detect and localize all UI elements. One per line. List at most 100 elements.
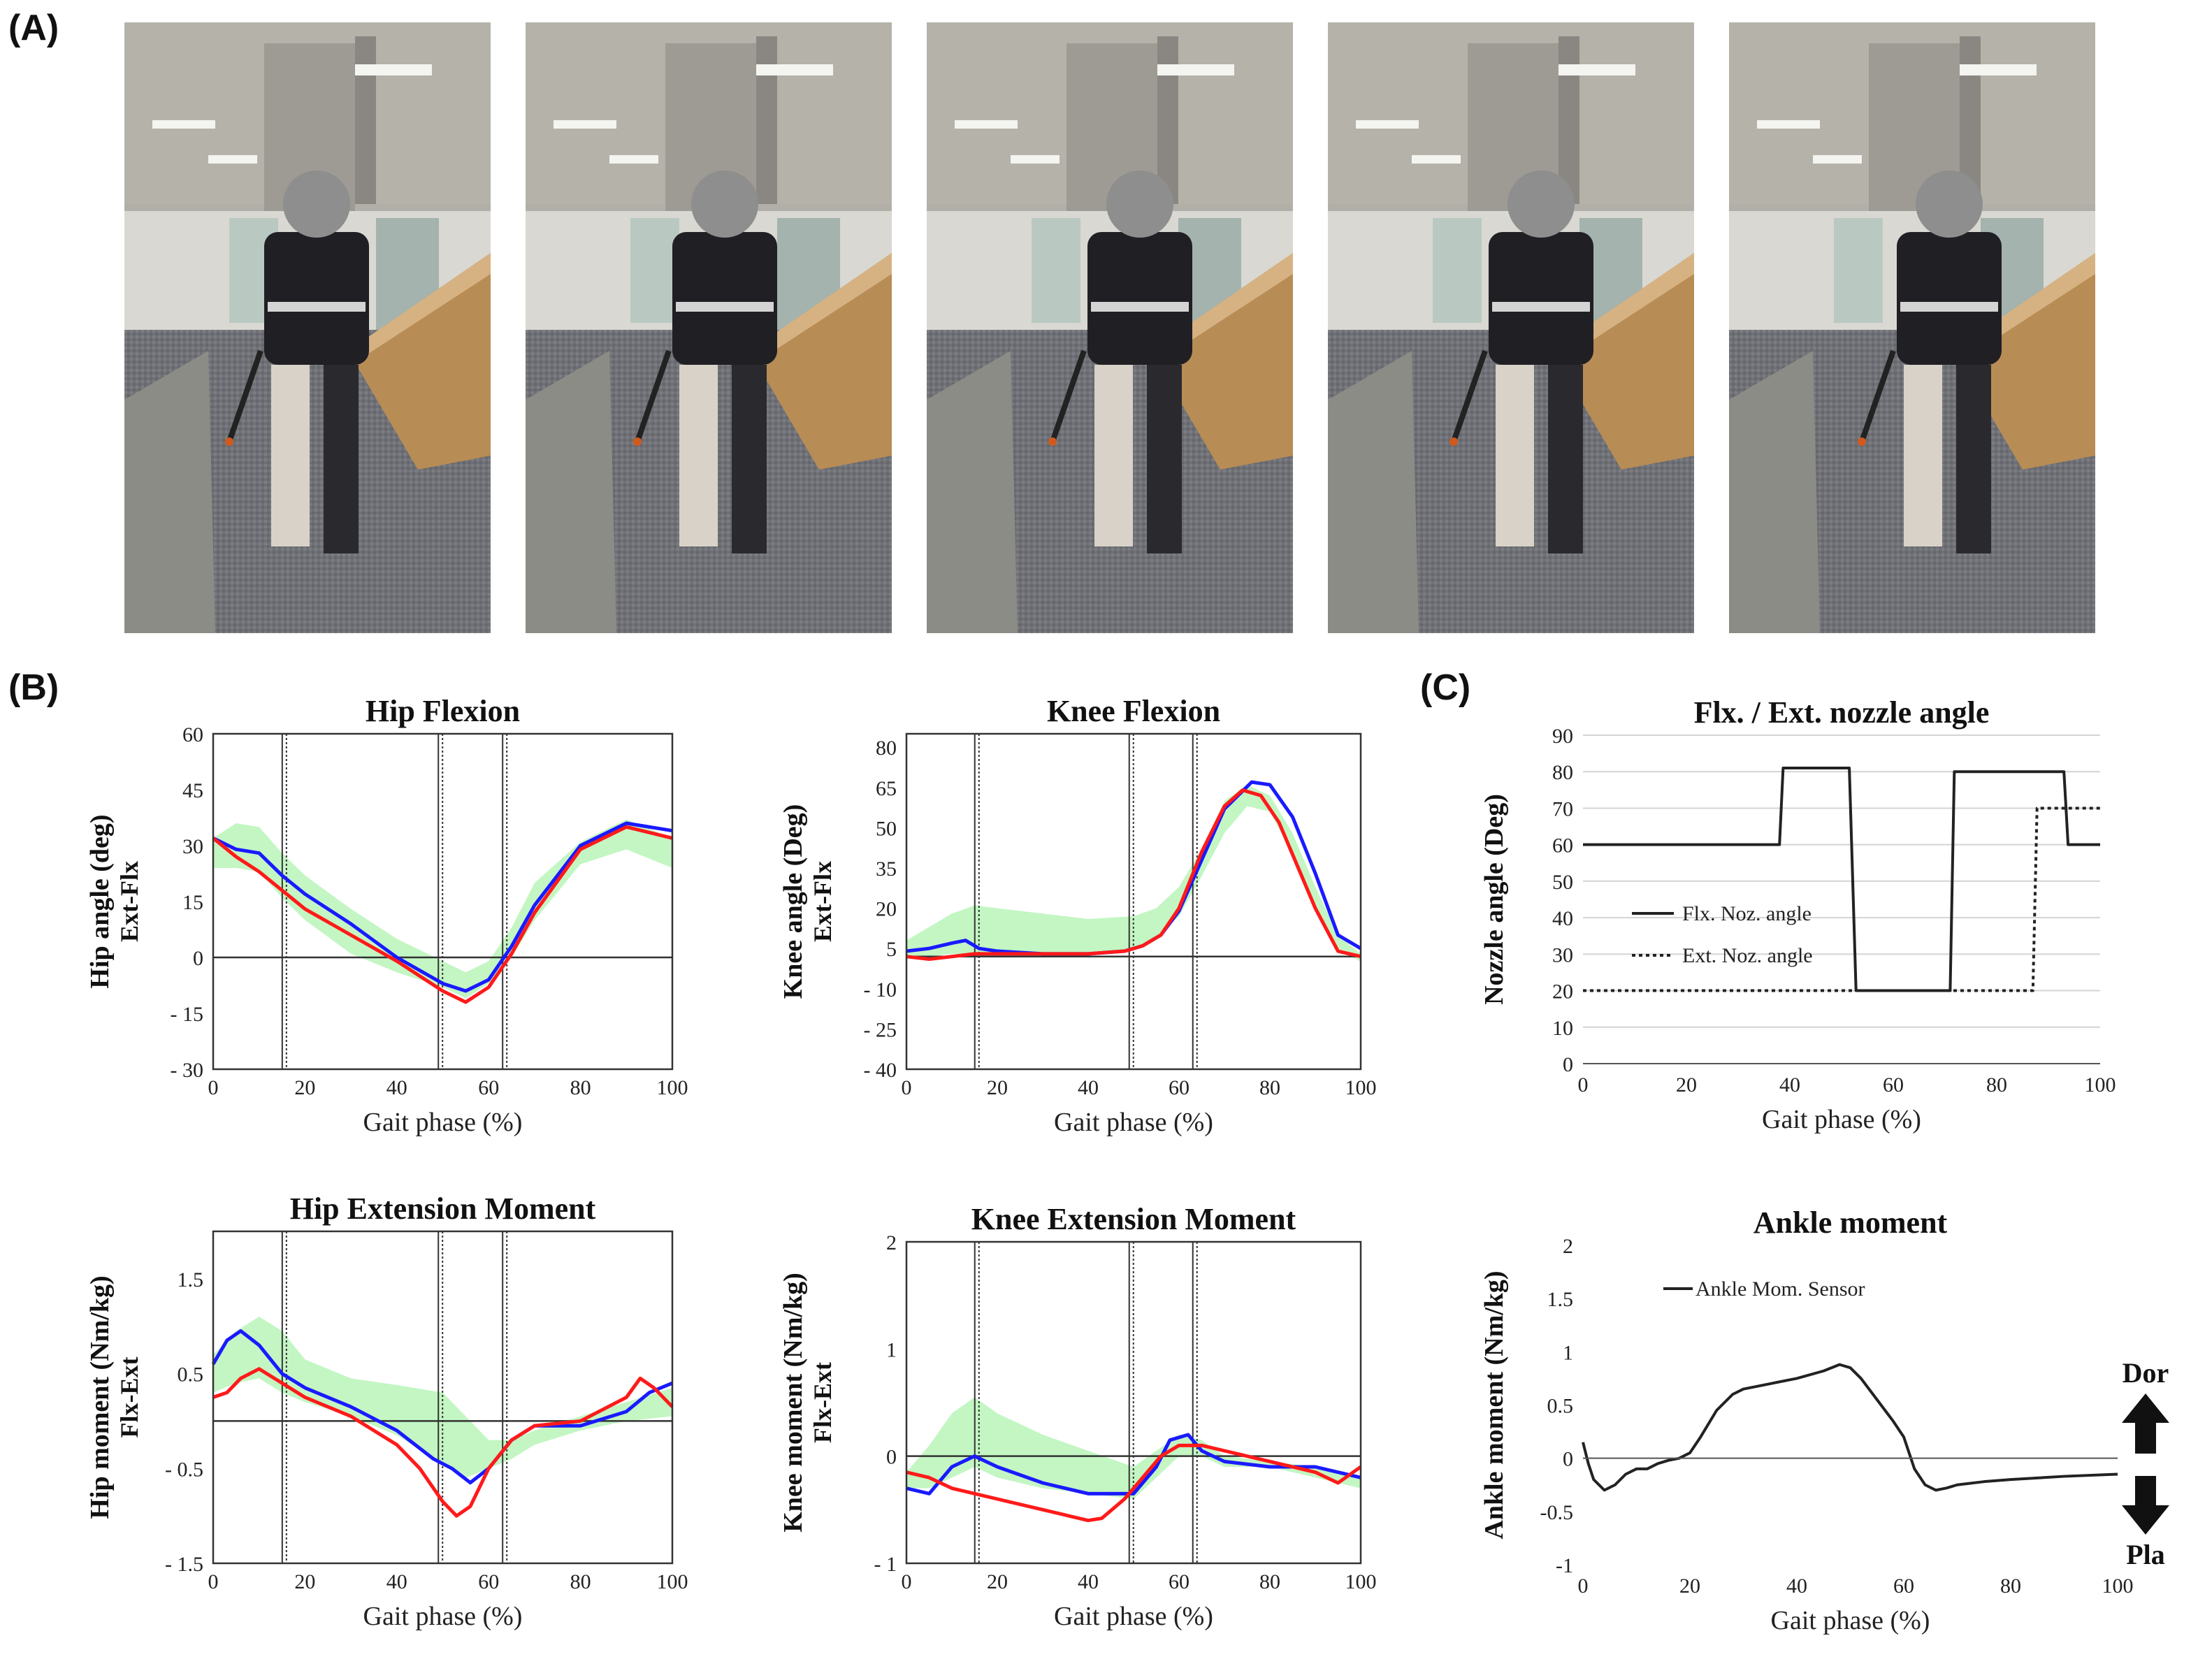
plot-frame [905,732,1362,1071]
x-tick-label: 60 [478,1076,499,1099]
y-tick-label: 0.5 [178,1363,204,1386]
x-tick-label: 20 [294,1570,315,1593]
series-line [906,1433,1361,1496]
gait-photo [1328,22,1694,633]
x-tick-label: 100 [2085,1073,2116,1096]
x-axis-label: Gait phase (%) [363,1108,523,1137]
y-tick-label: 90 [1552,725,1573,748]
series-line [212,825,673,1004]
y-tick-label: - 30 [171,1059,204,1082]
normative-band [906,784,1361,962]
series-line [1583,806,2100,992]
series-line [1583,767,2100,992]
series-line [906,1443,1362,1523]
chart-title: Ankle moment [1753,1205,1948,1240]
y-tick-label: - 1.5 [165,1553,203,1576]
y-tick-label: 1 [886,1338,897,1361]
y-axis-sublabel: Flx-Ext [809,1362,837,1443]
x-axis-label: Gait phase (%) [1054,1602,1213,1631]
x-tick-label: 60 [1169,1570,1189,1593]
y-tick-label: 1.5 [178,1268,204,1291]
y-tick-label: -1 [1556,1554,1573,1577]
y-tick-label: 60 [182,723,203,746]
normative-band [213,819,672,999]
y-tick-label: 80 [876,737,897,760]
y-tick-label: 0 [193,947,203,970]
y-tick-label: 80 [1552,761,1573,784]
chart-title: Hip Flexion [366,694,520,728]
y-tick-label: 30 [1552,943,1573,966]
series-line [906,788,1361,962]
x-tick-label: 40 [386,1570,407,1593]
plantarflexion-label: Pla [2126,1539,2165,1570]
y-axis-label: Nozzle angle (Deg) [1480,794,1509,1005]
y-axis-label: Knee moment (Nm/kg) [779,1273,808,1532]
x-tick-label: 60 [1169,1076,1189,1099]
x-tick-label: 60 [1893,1574,1914,1598]
y-tick-label: - 10 [864,978,897,1001]
chart-flx-ext-nozzle-angle: Flx. / Ext. nozzle angle 90 80 70 60 50 40 30 20… [1480,695,2116,1134]
x-tick-label: 80 [570,1570,591,1593]
y-tick-label: 0 [1563,1053,1573,1076]
y-axis-sublabel: Ext-Flx [809,861,837,942]
x-tick-label: 100 [2102,1574,2134,1598]
y-tick-label: 2 [886,1231,897,1254]
x-tick-label: 20 [294,1076,315,1099]
x-tick-label: 0 [902,1076,912,1099]
x-tick-label: 0 [208,1570,219,1593]
y-tick-label: - 25 [864,1018,897,1041]
x-tick-label: 40 [1786,1574,1807,1598]
x-tick-label: 0 [1578,1574,1589,1598]
y-tick-label: 30 [182,835,203,858]
series-line [212,821,673,993]
y-tick-label: 35 [876,857,897,881]
x-tick-label: 80 [570,1076,591,1099]
arrow-down-icon [2122,1476,2169,1535]
x-tick-label: 20 [1676,1073,1697,1096]
gait-photo-strip [0,0,2191,643]
x-tick-label: 20 [987,1076,1008,1099]
dorsiflexion-label: Dor [2123,1357,2169,1389]
y-tick-label: 1 [1563,1341,1573,1364]
x-tick-label: 0 [208,1076,219,1099]
x-tick-label: 80 [2000,1574,2021,1598]
y-tick-label: 60 [1552,834,1573,857]
series-line [212,1367,674,1518]
y-tick-label: 15 [182,891,203,914]
x-axis-label: Gait phase (%) [1762,1105,1921,1134]
series-line [1582,1363,2118,1492]
chart-title: Hip Extension Moment [290,1192,596,1226]
y-tick-label: 10 [1552,1017,1573,1040]
plot-frame [905,1240,1362,1565]
y-tick-label: 1.5 [1547,1288,1574,1311]
y-axis-label: Hip moment (Nm/kg) [85,1275,115,1519]
plot-frame [212,1230,674,1565]
y-tick-label: 2 [1563,1235,1573,1258]
y-tick-label: 50 [876,817,897,840]
gait-photo [124,22,491,633]
panel-label-a: (A) [8,8,59,48]
legend-label: Ext. Noz. angle [1682,944,1813,967]
chart-title: Flx. / Ext. nozzle angle [1694,695,1990,730]
x-tick-label: 80 [1259,1570,1280,1593]
chart-hip-extension-moment: Hip Extension Moment 1.5 0.5 - 0.5 - 1.50 20 4… [85,1192,688,1631]
gait-photo [1729,22,2095,633]
y-tick-label: - 0.5 [165,1458,203,1481]
x-tick-label: 80 [1259,1076,1280,1099]
legend-label: Flx. Noz. angle [1682,902,1812,925]
chart-title: Knee Extension Moment [971,1202,1296,1236]
x-axis-label: Gait phase (%) [1771,1606,1930,1635]
gait-photo [526,22,892,633]
x-tick-label: 20 [1679,1574,1700,1598]
y-tick-label: 0 [886,1446,897,1469]
y-axis-sublabel: Ext-Flx [115,861,143,942]
chart-knee-flexion: Knee Flexion 80 65 50 35 20 5 - 10 - 25 - 400 20 40… [779,694,1377,1137]
y-axis-label: Knee angle (Deg) [779,804,808,999]
x-tick-label: 100 [1345,1076,1377,1099]
x-tick-label: 40 [1779,1073,1800,1096]
y-tick-label: 0.5 [1547,1395,1574,1418]
